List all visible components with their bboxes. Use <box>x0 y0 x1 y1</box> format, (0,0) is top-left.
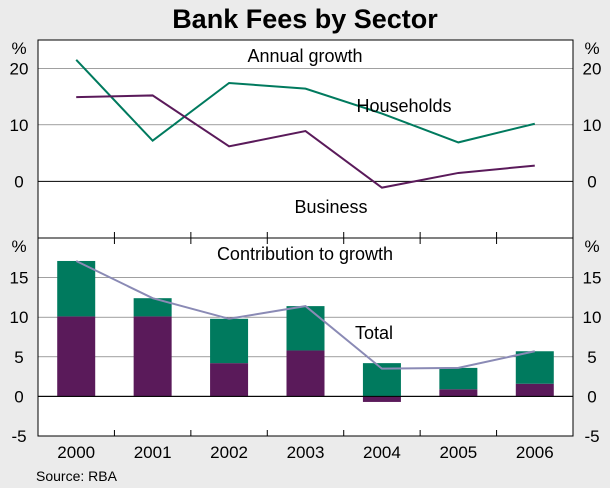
households-contribution-bar <box>210 318 249 364</box>
bottom-left-tick-label: -5 <box>11 427 26 446</box>
chart-title: Bank Fees by Sector <box>172 4 438 34</box>
top-right-tick-label: 20 <box>583 59 602 78</box>
households-contribution-bar <box>286 306 325 351</box>
business-contribution-bar <box>286 350 325 397</box>
x-category-label: 2005 <box>439 443 477 462</box>
bottom-right-tick-label: 5 <box>587 348 596 367</box>
total-series-label: Total <box>355 323 393 343</box>
bottom-right-tick-label: 10 <box>583 308 602 327</box>
households-contribution-bar <box>133 298 172 317</box>
x-category-label: 2003 <box>287 443 325 462</box>
top-right-unit-label: % <box>584 39 599 58</box>
bottom-left-tick-label: 0 <box>14 387 23 406</box>
business-line <box>76 94 535 189</box>
bottom-right-tick-label: -5 <box>584 427 599 446</box>
households-series-label: Households <box>356 96 451 116</box>
bottom-right-unit-label: % <box>584 237 599 256</box>
top-left-tick-label: 0 <box>14 172 23 191</box>
households-contribution-bar <box>515 351 554 384</box>
top-left-tick-label: 10 <box>10 116 29 135</box>
business-contribution-bar <box>362 396 401 402</box>
households-contribution-bar <box>439 367 478 390</box>
business-contribution-bar <box>57 316 96 397</box>
x-category-label: 2001 <box>134 443 172 462</box>
bottom-left-tick-label: 15 <box>10 269 29 288</box>
business-contribution-bar <box>515 383 554 397</box>
x-category-label: 2004 <box>363 443 401 462</box>
business-contribution-bar <box>439 389 478 397</box>
top-right-tick-label: 10 <box>583 116 602 135</box>
business-series-label: Business <box>294 197 367 217</box>
bottom-panel-title: Contribution to growth <box>217 244 393 264</box>
bottom-left-tick-label: 5 <box>14 348 23 367</box>
households-line <box>75 59 536 144</box>
x-category-label: 2000 <box>57 443 95 462</box>
top-left-tick-label: 20 <box>10 59 29 78</box>
source-note: Source: RBA <box>36 468 118 484</box>
top-panel-title: Annual growth <box>247 46 362 66</box>
bottom-left-unit-label: % <box>11 237 26 256</box>
x-category-label: 2006 <box>516 443 554 462</box>
bottom-left-tick-label: 10 <box>10 308 29 327</box>
top-left-unit-label: % <box>11 39 26 58</box>
top-right-tick-label: 0 <box>587 172 596 191</box>
total-line <box>75 260 535 370</box>
households-contribution-bar <box>57 260 96 317</box>
x-category-label: 2002 <box>210 443 248 462</box>
bottom-right-tick-label: 15 <box>583 269 602 288</box>
business-contribution-bar <box>210 363 249 397</box>
business-contribution-bar <box>133 316 172 397</box>
bottom-right-tick-label: 0 <box>587 387 596 406</box>
